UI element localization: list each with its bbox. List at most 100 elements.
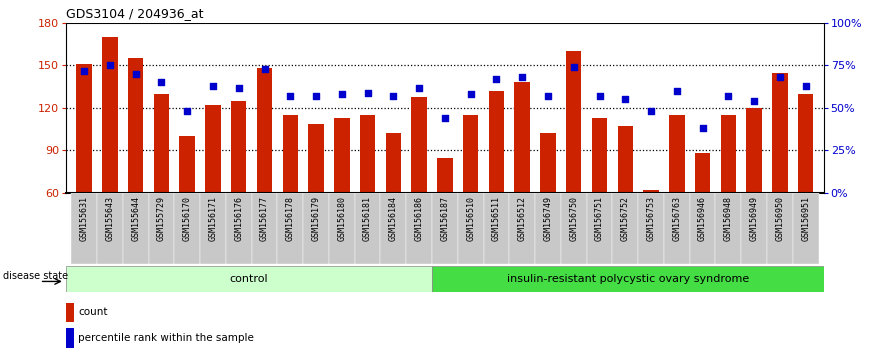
Bar — [406, 193, 432, 264]
Bar — [638, 193, 664, 264]
Point — [206, 83, 220, 89]
Text: GSM156749: GSM156749 — [544, 196, 552, 241]
Bar — [746, 108, 762, 193]
Text: GSM155631: GSM155631 — [79, 196, 89, 241]
Bar — [386, 133, 401, 193]
Bar — [71, 193, 97, 264]
Point — [799, 83, 813, 89]
Text: GSM156176: GSM156176 — [234, 196, 243, 241]
Bar — [669, 115, 685, 193]
Bar — [334, 118, 350, 193]
Text: GSM156187: GSM156187 — [440, 196, 449, 241]
Text: GSM156181: GSM156181 — [363, 196, 372, 241]
Bar — [66, 266, 432, 292]
Bar — [200, 193, 226, 264]
Text: control: control — [230, 274, 269, 284]
Text: GSM156170: GSM156170 — [182, 196, 192, 241]
Bar — [690, 193, 715, 264]
Bar — [77, 64, 92, 193]
Point — [335, 92, 349, 97]
Bar — [767, 193, 793, 264]
Bar — [180, 136, 195, 193]
Text: GSM156751: GSM156751 — [595, 196, 604, 241]
Text: GSM156949: GSM156949 — [750, 196, 759, 241]
Point — [515, 75, 529, 80]
Bar — [798, 94, 813, 193]
Text: disease state: disease state — [4, 271, 69, 281]
Text: GSM156511: GSM156511 — [492, 196, 501, 241]
Point — [593, 93, 607, 99]
Point — [386, 93, 400, 99]
Point — [129, 71, 143, 77]
Point — [773, 75, 787, 80]
Bar — [128, 58, 144, 193]
Bar — [153, 94, 169, 193]
Text: GSM156946: GSM156946 — [698, 196, 707, 241]
Text: GSM156950: GSM156950 — [775, 196, 784, 241]
Point — [412, 85, 426, 90]
Text: GSM156171: GSM156171 — [209, 196, 218, 241]
Bar — [535, 193, 561, 264]
Point — [670, 88, 684, 94]
Text: GSM156951: GSM156951 — [801, 196, 811, 241]
Point — [722, 93, 736, 99]
Bar — [226, 193, 252, 264]
Point — [566, 64, 581, 70]
Bar — [741, 193, 767, 264]
Point — [463, 92, 478, 97]
Bar — [308, 124, 324, 193]
Bar — [278, 193, 303, 264]
Bar — [97, 193, 122, 264]
Bar — [437, 158, 453, 193]
Point — [232, 85, 246, 90]
Point — [283, 93, 297, 99]
Point — [438, 115, 452, 121]
Bar — [587, 193, 612, 264]
Text: GSM156184: GSM156184 — [389, 196, 398, 241]
Bar — [484, 193, 509, 264]
Bar — [592, 118, 607, 193]
Bar — [515, 82, 530, 193]
Bar — [489, 91, 504, 193]
Bar — [643, 190, 659, 193]
Bar — [355, 193, 381, 264]
Bar — [205, 105, 221, 193]
Bar — [381, 193, 406, 264]
Point — [618, 97, 633, 102]
Bar — [231, 101, 247, 193]
Bar — [66, 303, 74, 322]
Bar — [509, 193, 535, 264]
Bar — [715, 193, 741, 264]
Bar — [252, 193, 278, 264]
Bar — [256, 68, 272, 193]
Bar — [66, 329, 74, 348]
Text: GSM156180: GSM156180 — [337, 196, 346, 241]
Point — [103, 63, 117, 68]
Bar — [561, 193, 587, 264]
Bar — [432, 266, 824, 292]
Bar — [174, 193, 200, 264]
Bar — [772, 73, 788, 193]
Text: GSM156177: GSM156177 — [260, 196, 269, 241]
Text: GSM156753: GSM156753 — [647, 196, 655, 241]
Point — [257, 66, 271, 72]
Point — [541, 93, 555, 99]
Bar — [664, 193, 690, 264]
Text: GSM156510: GSM156510 — [466, 196, 475, 241]
Point — [309, 93, 323, 99]
Bar — [283, 115, 298, 193]
Point — [77, 68, 91, 73]
Bar — [612, 193, 638, 264]
Bar — [793, 193, 818, 264]
Bar — [566, 51, 581, 193]
Bar — [721, 115, 737, 193]
Text: GSM155729: GSM155729 — [157, 196, 166, 241]
Bar — [540, 133, 556, 193]
Point — [154, 80, 168, 85]
Bar — [618, 126, 633, 193]
Bar — [695, 153, 710, 193]
Bar — [329, 193, 355, 264]
Point — [747, 98, 761, 104]
Text: GSM156512: GSM156512 — [518, 196, 527, 241]
Bar — [411, 97, 427, 193]
